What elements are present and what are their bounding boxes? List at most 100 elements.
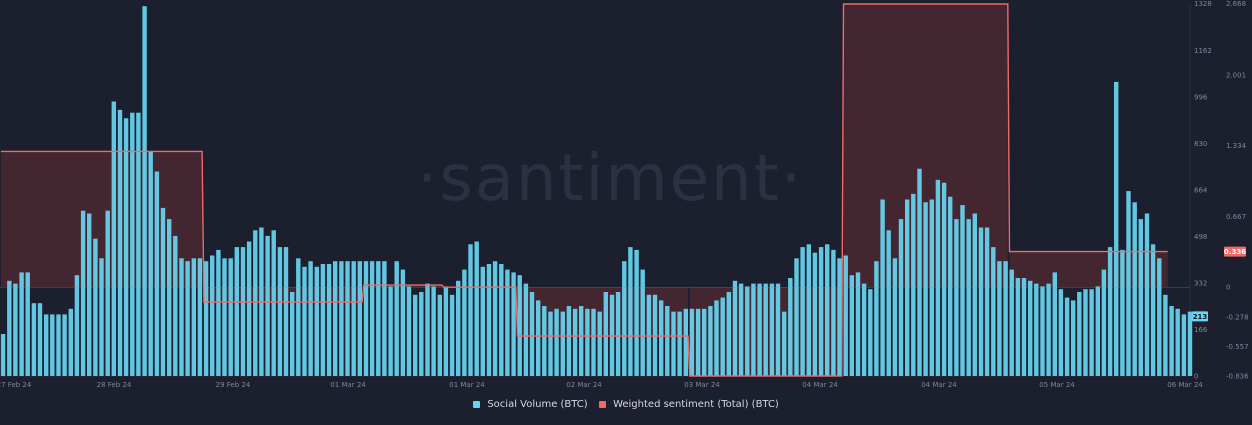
social-volume-bar bbox=[880, 199, 885, 376]
social-volume-bar bbox=[240, 247, 246, 376]
social-volume-bar bbox=[456, 280, 461, 376]
sentiment-step-line bbox=[0, 3, 1168, 377]
social-volume-bar bbox=[210, 255, 215, 376]
social-volume-bar bbox=[837, 258, 842, 376]
y-tick-label-sentiment: 2.001 bbox=[1226, 71, 1246, 79]
social-volume-bar bbox=[87, 213, 92, 376]
y-tick-label-volume: 0 bbox=[1194, 373, 1198, 381]
social-volume-bar bbox=[659, 300, 664, 376]
social-volume-bar bbox=[738, 283, 744, 376]
social-volume-bar bbox=[861, 283, 867, 376]
social-volume-bar bbox=[1015, 278, 1021, 376]
legend-item-weighted-sentiment[interactable]: Weighted sentiment (Total) (BTC) bbox=[598, 399, 779, 411]
social-volume-bar bbox=[1089, 289, 1094, 376]
social-volume-bar bbox=[874, 261, 879, 376]
y-tick-label-sentiment: 0 bbox=[1226, 284, 1230, 292]
social-volume-bar bbox=[905, 199, 910, 376]
legend-swatch-social-volume bbox=[473, 401, 481, 408]
social-volume-bar bbox=[812, 252, 818, 376]
social-volume-bar bbox=[376, 261, 381, 376]
social-volume-bar bbox=[167, 219, 172, 376]
social-volume-bar bbox=[1021, 278, 1027, 376]
social-volume-bar bbox=[68, 308, 73, 376]
social-volume-bar bbox=[917, 168, 922, 376]
santiment-watermark: ·santiment· bbox=[417, 142, 803, 216]
sentiment-area-segment bbox=[203, 287, 363, 303]
bars-layer bbox=[0, 6, 1193, 377]
legend-item-social-volume[interactable]: Social Volume (BTC) bbox=[473, 399, 588, 411]
social-volume-bar bbox=[579, 306, 584, 376]
social-volume-bar bbox=[179, 258, 184, 376]
social-volume-bar bbox=[1163, 294, 1168, 376]
social-volume-bar bbox=[603, 292, 608, 376]
social-volume-bar bbox=[283, 247, 289, 376]
social-volume-bar bbox=[511, 272, 516, 376]
social-volume-bar bbox=[431, 286, 436, 376]
social-volume-bar bbox=[388, 286, 393, 376]
social-volume-bar bbox=[154, 171, 160, 376]
social-volume-bar bbox=[775, 283, 781, 376]
social-volume-bar bbox=[978, 227, 984, 376]
x-tick-label: 03 Mar 24 bbox=[684, 381, 720, 389]
social-volume-bar bbox=[222, 258, 227, 376]
social-volume-bar bbox=[991, 247, 996, 376]
social-volume-bar bbox=[197, 258, 203, 376]
social-volume-bar bbox=[185, 261, 190, 376]
social-volume-bar bbox=[1114, 81, 1119, 377]
sentiment-line-layer bbox=[0, 3, 1190, 377]
social-volume-bar bbox=[665, 306, 670, 376]
social-volume-bar bbox=[911, 193, 916, 376]
social-volume-bar bbox=[818, 247, 824, 376]
social-volume-bar bbox=[216, 249, 221, 376]
social-volume-bar bbox=[1187, 311, 1193, 376]
social-volume-bar bbox=[437, 294, 442, 376]
y-tick-label-volume: 664 bbox=[1194, 187, 1208, 195]
social-volume-bar bbox=[677, 311, 682, 376]
social-volume-bar bbox=[333, 261, 338, 376]
legend-swatch-weighted-sentiment bbox=[598, 401, 606, 408]
social-volume-bar bbox=[929, 199, 934, 376]
y-tick-label-sentiment: 1.334 bbox=[1226, 142, 1247, 150]
social-volume-bar bbox=[806, 244, 811, 376]
social-volume-bar bbox=[954, 219, 959, 376]
social-volume-bar bbox=[572, 308, 578, 376]
social-volume-bar bbox=[1138, 219, 1143, 376]
social-volume-bar bbox=[462, 269, 467, 376]
social-volume-bar bbox=[1003, 261, 1008, 376]
social-volume-bar bbox=[732, 280, 738, 376]
social-volume-bar bbox=[898, 219, 904, 376]
social-volume-bar bbox=[972, 213, 977, 376]
social-volume-bar bbox=[892, 258, 898, 376]
social-volume-bar bbox=[1077, 292, 1082, 376]
current-volume-badge bbox=[1192, 311, 1208, 322]
social-volume-bar bbox=[591, 308, 596, 376]
social-volume-bar bbox=[302, 266, 307, 376]
social-volume-bar bbox=[413, 294, 418, 376]
social-volume-bar bbox=[849, 275, 854, 376]
current-sentiment-value: 0.336 bbox=[1224, 248, 1246, 256]
social-volume-bar bbox=[702, 308, 707, 376]
y-tick-label-sentiment: -0.836 bbox=[1226, 373, 1249, 381]
social-volume-bar bbox=[855, 272, 861, 376]
social-volume-bar bbox=[25, 272, 30, 376]
y-tick-label-sentiment: 2.668 bbox=[1226, 0, 1246, 8]
social-volume-bar bbox=[585, 308, 590, 376]
social-volume-bar bbox=[99, 258, 104, 376]
legend-label-weighted-sentiment: Weighted sentiment (Total) (BTC) bbox=[613, 399, 779, 410]
social-volume-bar bbox=[425, 283, 430, 376]
social-volume-bar bbox=[997, 261, 1002, 376]
social-volume-bar bbox=[1052, 272, 1057, 376]
social-volume-bar bbox=[474, 241, 479, 376]
social-volume-bar bbox=[523, 283, 529, 376]
social-volume-bar bbox=[794, 258, 799, 376]
social-volume-bar bbox=[31, 303, 37, 376]
social-volume-bar bbox=[782, 311, 787, 376]
social-volume-bar bbox=[265, 235, 270, 376]
social-volume-bar bbox=[622, 261, 627, 376]
social-volume-bar bbox=[548, 311, 553, 376]
social-volume-bar bbox=[825, 244, 830, 376]
x-tick-label: 01 Mar 24 bbox=[449, 381, 485, 389]
x-tick-label: 06 Mar 24 bbox=[1167, 381, 1203, 389]
social-volume-bar bbox=[123, 118, 129, 377]
